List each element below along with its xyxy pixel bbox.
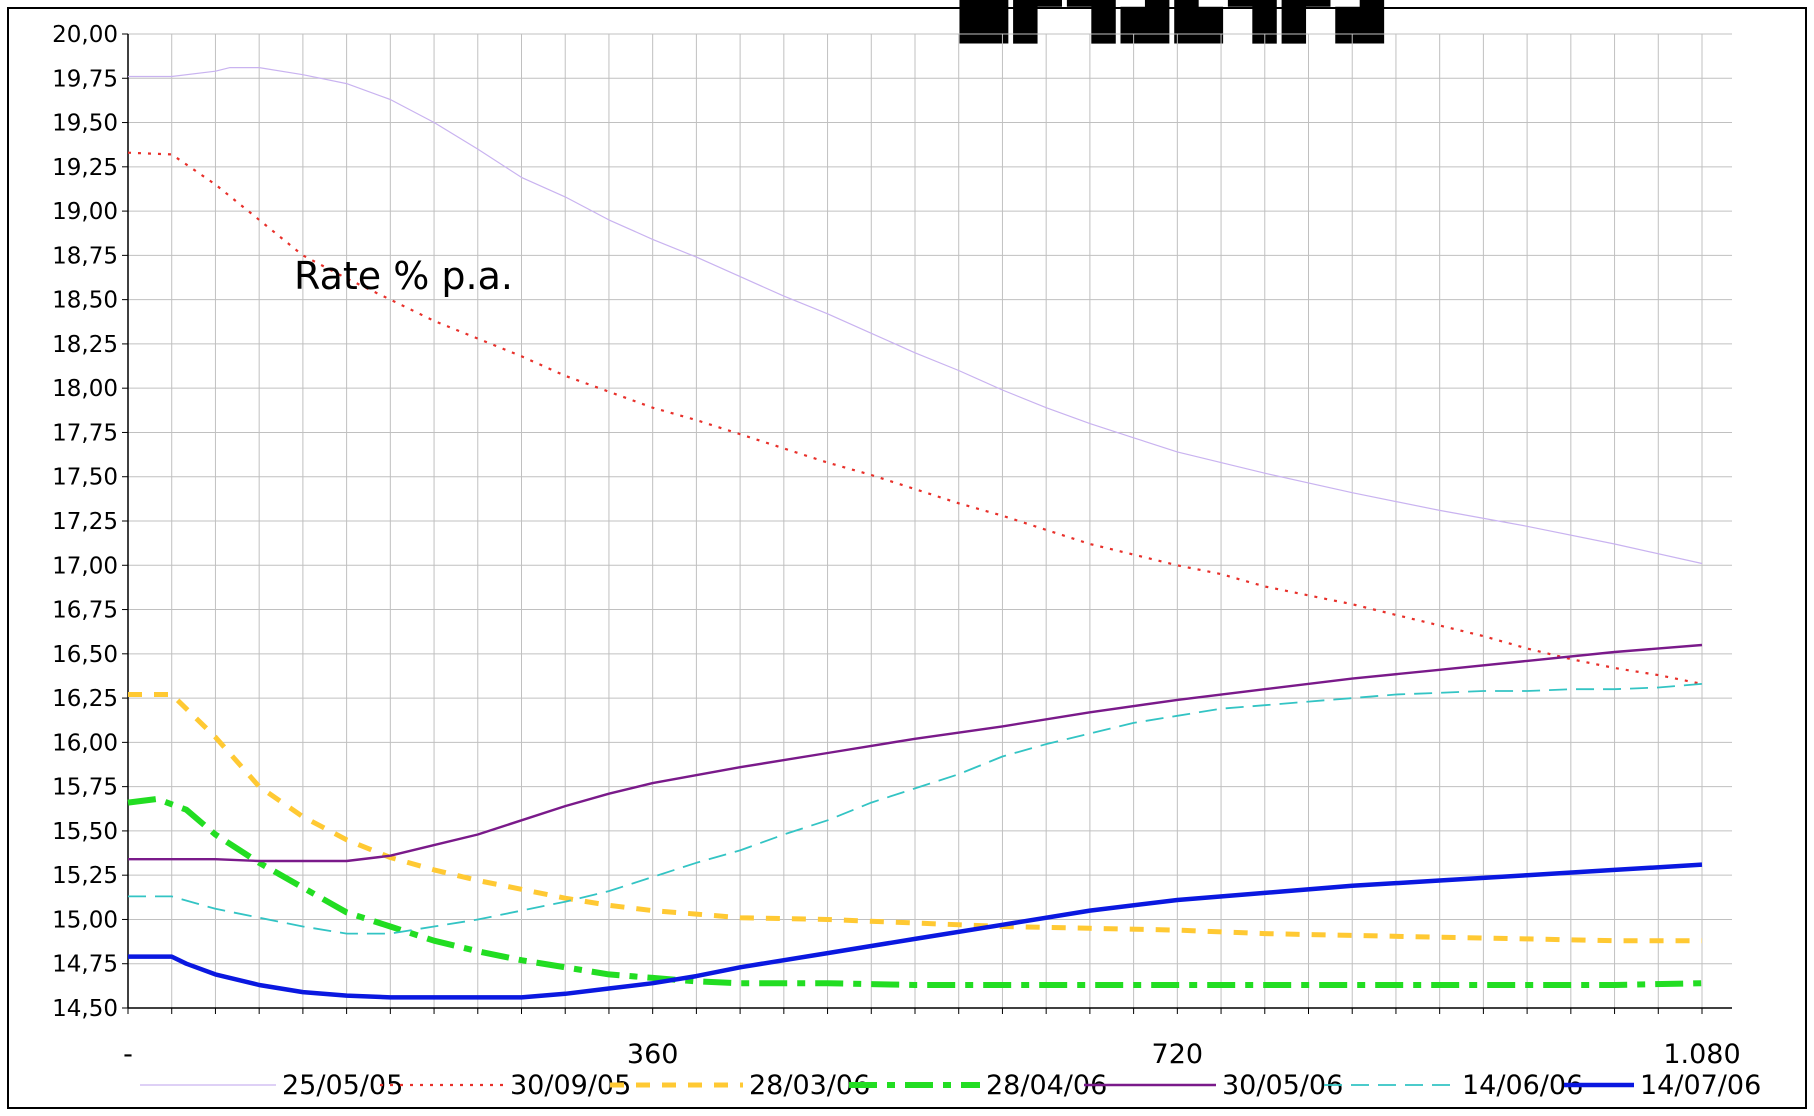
y-tick-label: 16,25: [52, 686, 118, 712]
header-decoration: █▛▜▟▙▜▛▟: [960, 0, 1390, 43]
y-tick-label: 16,50: [52, 642, 118, 668]
chart-frame: [7, 7, 1807, 1109]
series-line-14-06-06: [128, 683, 1703, 935]
series-line-28-03-06: [128, 692, 1702, 944]
legend-label: 14/06/06: [1462, 1070, 1583, 1101]
series-line-14-07-06: [128, 862, 1703, 1000]
series-layer: [127, 66, 1703, 1000]
y-tick-label: 15,75: [52, 775, 118, 801]
y-tick-label: 18,25: [52, 332, 118, 358]
y-tick-label: 18,75: [52, 243, 118, 269]
y-tick-label: 15,50: [52, 819, 118, 845]
y-tick-label: 16,75: [52, 598, 118, 624]
y-tick-label: 17,75: [52, 420, 118, 446]
y-tick-label: 18,50: [52, 288, 118, 314]
axis-layer: 14,50 14,75 15,00 15,25 15,50 15,75 16,00 16,25…: [52, 22, 1741, 1070]
y-tick-label: 19,00: [52, 199, 118, 225]
x-tick-label: 1.080: [1663, 1039, 1740, 1070]
series-line-28-04-06: [127, 796, 1703, 988]
y-tick-label: 17,00: [52, 553, 118, 579]
x-tick-label: 720: [1152, 1039, 1204, 1070]
y-tick-label: 14,50: [52, 996, 118, 1022]
x-tick-label: -: [123, 1039, 133, 1070]
y-tick-label: 15,25: [52, 863, 118, 889]
grid-layer: [128, 33, 1732, 1009]
y-tick-label: 17,50: [52, 465, 118, 491]
legend: 25/05/05 30/09/05 28/03/06 28/04/06 30/05/06…: [140, 1070, 1761, 1101]
y-tick-label: 16,00: [52, 730, 118, 756]
y-tick-label: 15,00: [52, 907, 118, 933]
y-tick-label: 19,50: [52, 111, 118, 137]
y-tick-label: 20,00: [52, 22, 118, 48]
series-line-25-05-05: [128, 66, 1703, 565]
rate-annotation: Rate % p.a.: [294, 254, 513, 298]
y-tick-label: 19,25: [52, 155, 118, 181]
series-line-30-05-06: [128, 643, 1703, 863]
legend-label: 30/05/06: [1222, 1070, 1343, 1101]
y-tick-label: 17,25: [52, 509, 118, 535]
legend-label: 14/07/06: [1640, 1070, 1761, 1101]
y-tick-label: 19,75: [52, 66, 118, 92]
y-tick-label: 14,75: [52, 952, 118, 978]
legend-label: 25/05/05: [282, 1070, 403, 1101]
x-tick-label: 360: [627, 1039, 679, 1070]
y-tick-label: 18,00: [52, 376, 118, 402]
